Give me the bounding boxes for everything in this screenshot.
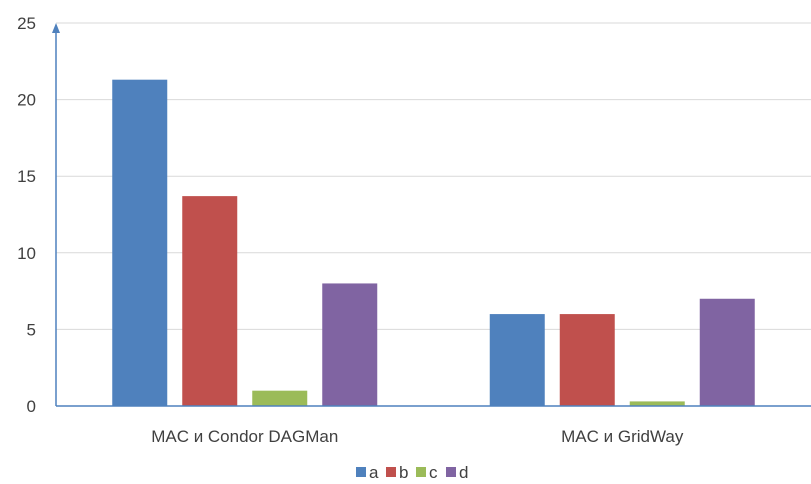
gridlines bbox=[56, 22, 811, 330]
bars bbox=[112, 79, 755, 407]
bar-a-2 bbox=[489, 314, 545, 406]
legend-swatch-c bbox=[416, 467, 426, 477]
bar-b-2 bbox=[559, 314, 615, 406]
bar-d-1 bbox=[322, 283, 378, 406]
bar-c-1 bbox=[252, 390, 308, 406]
y-tick-label: 5 bbox=[27, 320, 36, 339]
y-axis-arrow bbox=[52, 23, 60, 33]
legend-label-b: b bbox=[399, 463, 408, 482]
bar-d-2 bbox=[699, 298, 755, 406]
legend-label-d: d bbox=[459, 463, 468, 482]
y-tick-labels: 0 5 10 15 20 25 bbox=[17, 14, 36, 416]
x-category-label: MAC и Condor DAGMan bbox=[151, 427, 338, 446]
y-tick-label: 15 bbox=[17, 167, 36, 186]
y-tick-label: 10 bbox=[17, 244, 36, 263]
bar-b-1 bbox=[182, 196, 238, 406]
legend-swatch-a bbox=[356, 467, 366, 477]
axes bbox=[52, 23, 811, 407]
bar-a-1 bbox=[112, 79, 168, 407]
x-category-labels: MAC и Condor DAGMan MAC и GridWay bbox=[151, 427, 684, 446]
legend-label-c: c bbox=[429, 463, 438, 482]
y-tick-label: 25 bbox=[17, 14, 36, 33]
y-tick-label: 20 bbox=[17, 91, 36, 110]
bar-c-2 bbox=[629, 401, 685, 406]
x-category-label: MAC и GridWay bbox=[561, 427, 684, 446]
y-tick-label: 0 bbox=[27, 397, 36, 416]
legend: a b c d bbox=[356, 463, 468, 482]
legend-label-a: a bbox=[369, 463, 379, 482]
legend-swatch-d bbox=[446, 467, 456, 477]
legend-swatch-b bbox=[386, 467, 396, 477]
